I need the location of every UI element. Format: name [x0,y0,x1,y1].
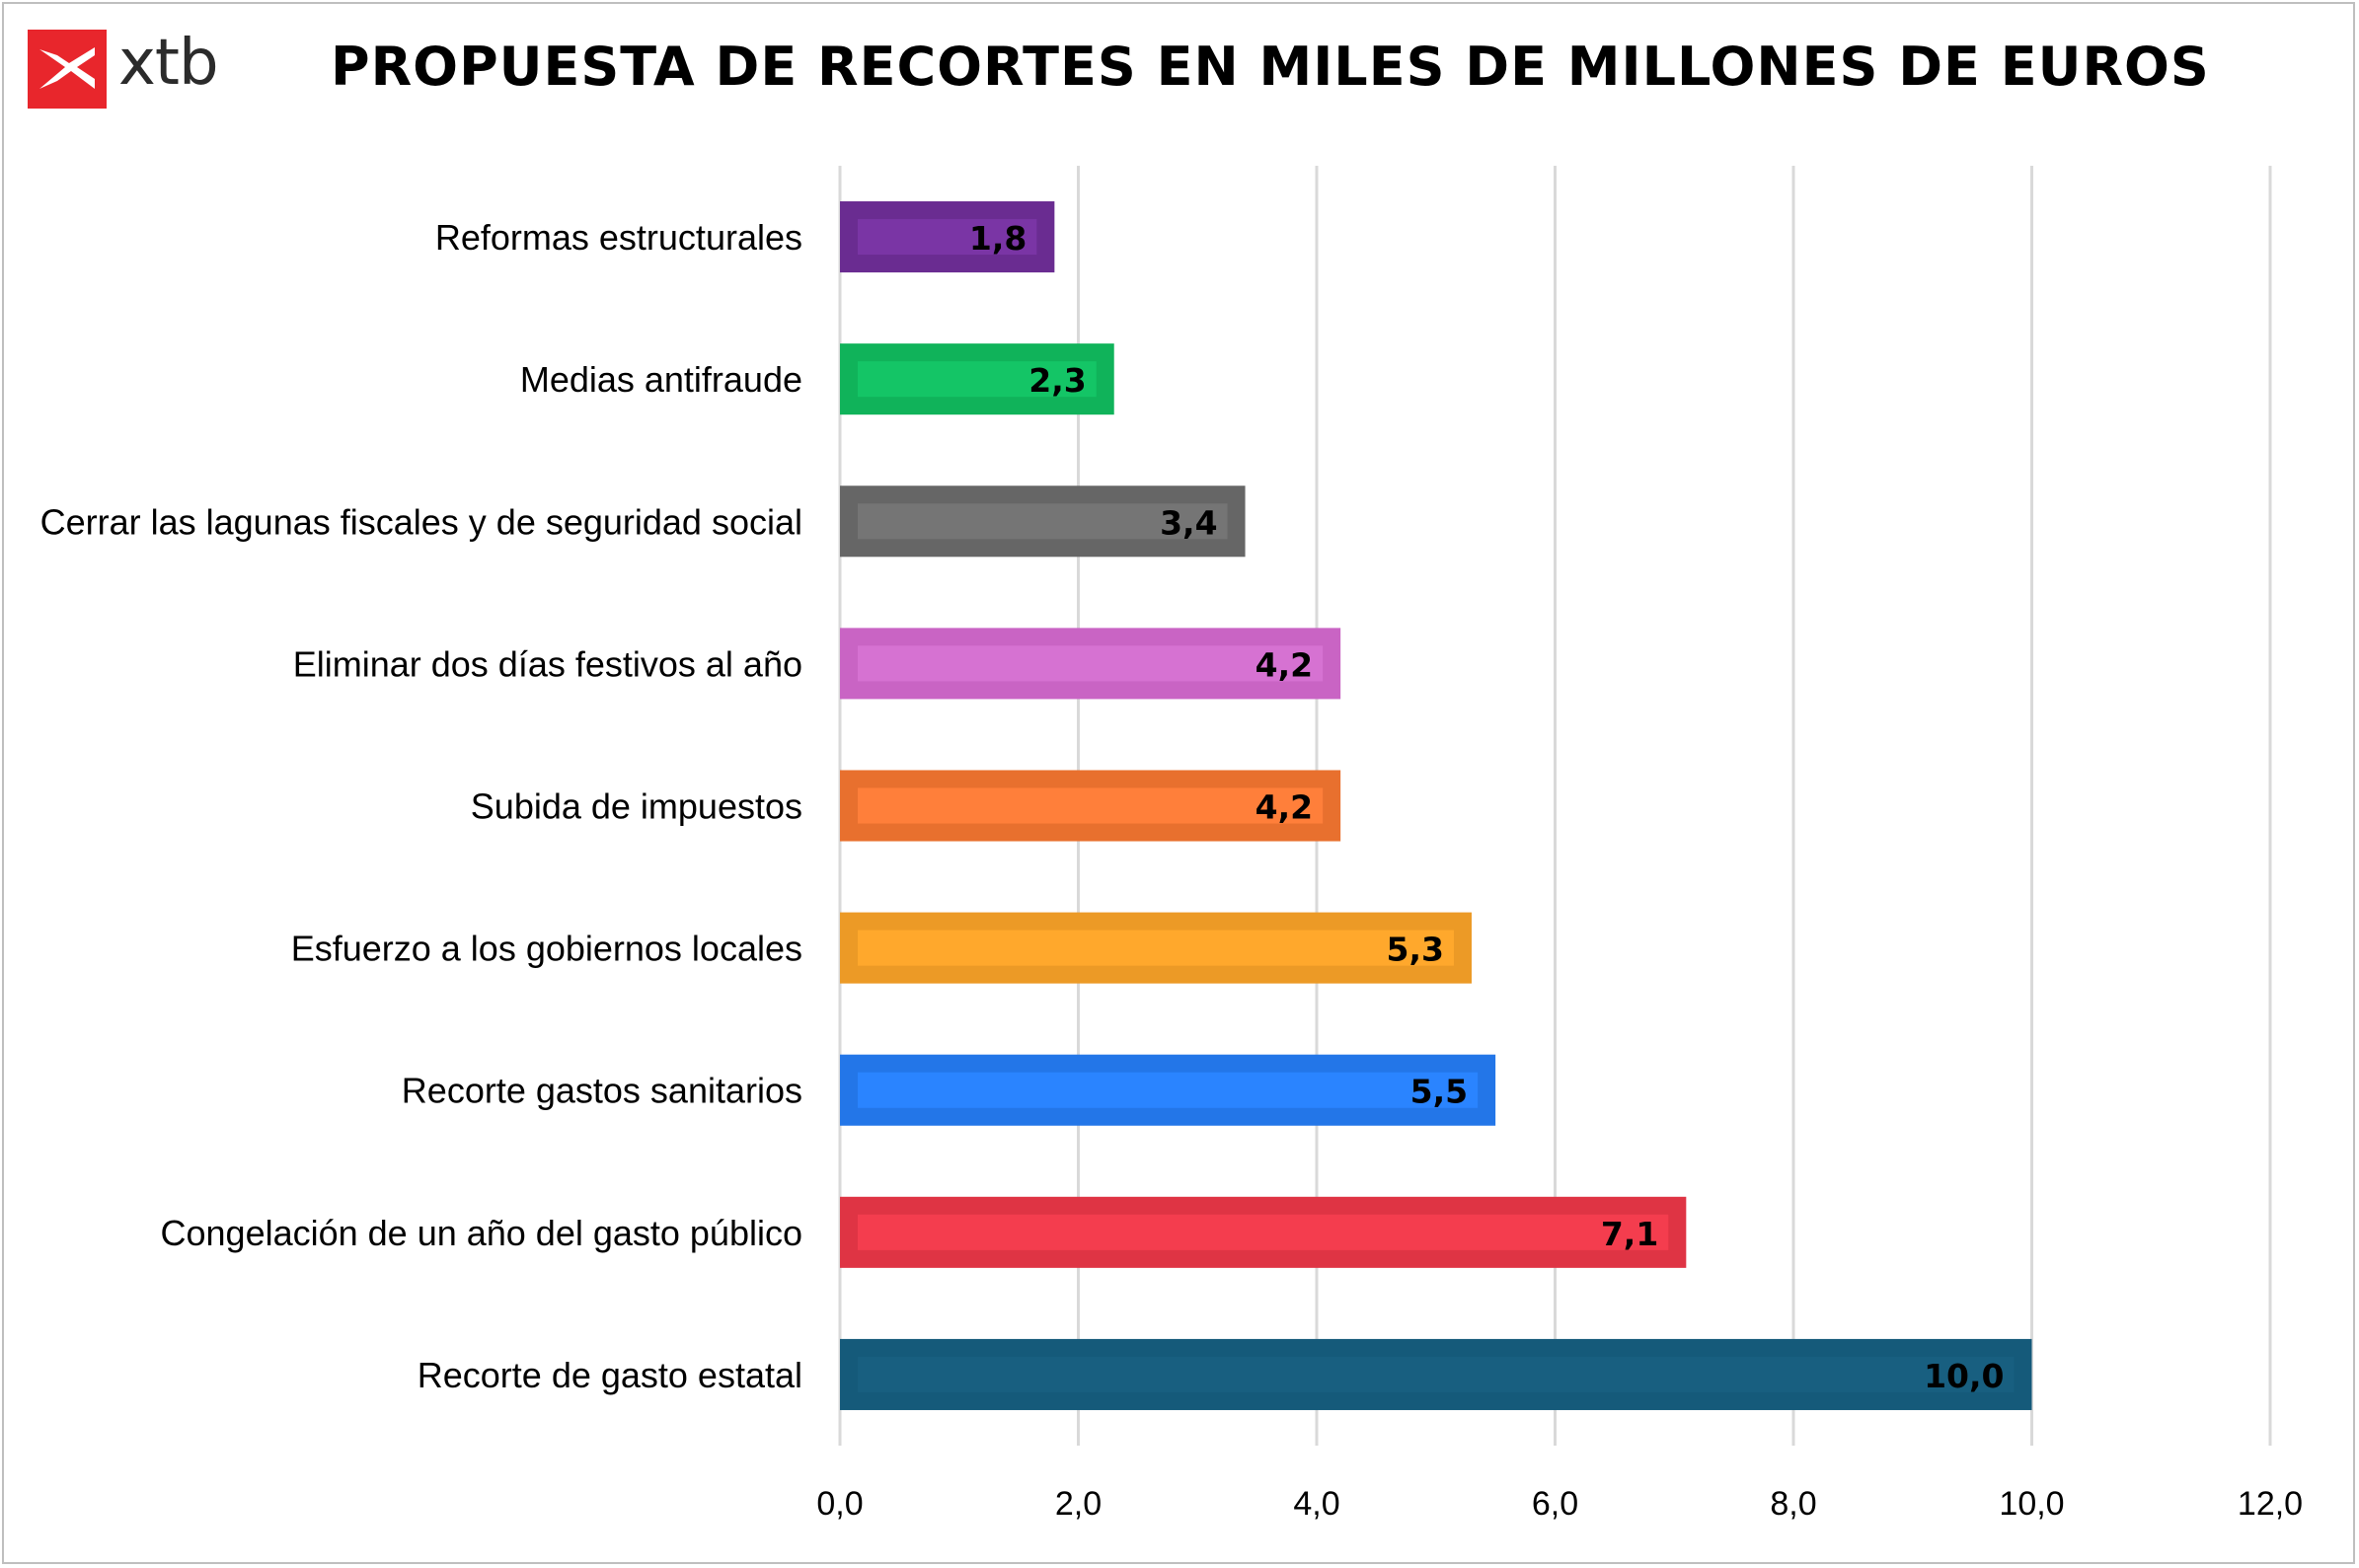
bar-highlight [858,361,1097,398]
bar-highlight [858,1072,1479,1108]
bar-highlight [858,1356,2015,1392]
bar-highlight [858,1214,1669,1250]
data-label: 10,0 [1924,1357,2004,1395]
x-tick-label: 12,0 [2238,1485,2303,1523]
x-tick-label: 2,0 [1055,1485,1102,1523]
xtb-logo-icon [28,30,107,109]
category-label: Subida de impuestos [471,786,802,827]
x-tick-label: 0,0 [816,1485,863,1523]
data-label: 3,4 [1160,503,1217,542]
logo-text: xtb [118,27,219,100]
bar-highlight [858,219,1037,256]
data-label: 1,8 [969,219,1027,258]
x-tick-label: 8,0 [1770,1485,1816,1523]
bar-highlight [858,787,1324,824]
category-label: Cerrar las lagunas fiscales y de segurid… [40,501,802,542]
category-label: Reformas estructurales [435,217,802,258]
category-labels: Reformas estructurales Medias antifraude C… [40,217,802,1395]
category-label: Recorte de gasto estatal [418,1355,802,1395]
x-tick-labels: 0,0 2,0 4,0 6,0 8,0 10,0 12,0 [816,1485,2303,1523]
x-tick-label: 10,0 [1999,1485,2064,1523]
bar-highlight [858,645,1324,682]
category-label: Esfuerzo a los gobiernos locales [291,929,802,969]
chart-title: PROPUESTA DE RECORTES EN MILES DE MILLON… [331,36,2210,98]
category-label: Congelación de un año del gasto público [161,1213,803,1253]
x-tick-label: 4,0 [1293,1485,1339,1523]
data-label: 5,5 [1410,1073,1468,1111]
category-label: Recorte gastos sanitarios [402,1071,802,1111]
xtb-logo: xtb [28,27,225,109]
data-label: 4,2 [1256,645,1313,684]
x-tick-label: 6,0 [1532,1485,1578,1523]
category-label: Medias antifraude [520,359,802,400]
bar-highlight [858,503,1228,540]
data-label: 7,1 [1601,1215,1658,1253]
data-label: 5,3 [1387,931,1444,969]
data-label: 2,3 [1028,361,1086,400]
data-label: 4,2 [1256,788,1313,827]
category-label: Eliminar dos días festivos al año [293,643,802,684]
bars: 1,8 2,3 3,4 4,2 4,2 5,3 5,5 7,1 10,0 [840,201,2032,1410]
bar-highlight [858,930,1454,966]
